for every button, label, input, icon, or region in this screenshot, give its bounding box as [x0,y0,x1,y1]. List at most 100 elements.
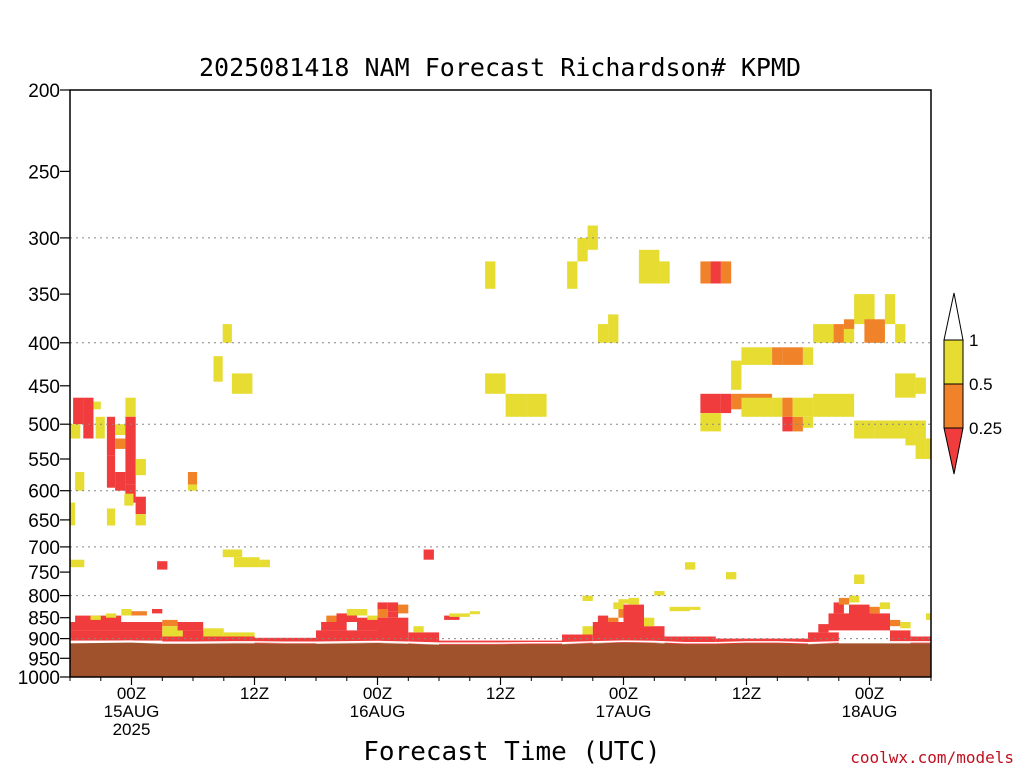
ri-cell [321,622,347,631]
ri-cell [73,397,84,425]
ri-cell [93,401,101,410]
x-tick-label: 17AUG [596,702,652,721]
ri-cell [608,314,619,343]
ri-cell [638,249,660,284]
ri-cell [884,294,896,325]
cells-layer [70,225,931,645]
ri-cell [152,609,163,614]
ri-cell [664,636,716,645]
ri-cell [726,572,737,580]
ri-cell [644,617,655,627]
ri-cell [449,613,470,617]
ri-cell [710,261,721,284]
ri-cell [75,472,85,491]
ri-cell [849,595,860,603]
ri-cell [485,261,496,289]
ri-cell [106,472,116,488]
ri-cell [83,397,94,439]
ri-cell [567,261,578,289]
x-tick-label: 12Z [486,684,515,703]
ri-cell [357,630,378,643]
y-tick-label: 400 [28,334,60,355]
ri-cell [505,393,527,417]
y-tick-label: 950 [28,649,60,670]
x-tick-label: 2025 [113,720,151,739]
ri-cell [162,636,255,643]
ri-cell [377,609,388,618]
ri-cell [162,619,178,627]
colorbar-over-triangle [943,292,964,341]
ri-cell [782,397,793,417]
ri-cell [802,416,814,428]
ri-cell [115,438,126,449]
ri-cell [772,347,783,365]
ri-cell [720,393,732,414]
ri-cell [864,319,885,343]
ri-cell [157,561,168,570]
ri-cell [731,360,742,390]
gridlines [70,237,931,678]
ri-cell [222,324,232,343]
ri-cell [915,420,926,459]
ri-cell [833,602,844,614]
ri-cell [838,597,850,605]
ri-cell [106,508,116,526]
y-tick-label: 550 [28,450,60,471]
x-tick-label: 00Z [117,684,146,703]
ri-cell [813,324,834,343]
ri-cell [70,424,81,439]
ri-cell [597,615,609,622]
ri-cell [357,617,378,631]
ri-cell [106,455,116,472]
ri-cell [124,493,134,506]
ri-cell [582,595,593,601]
y-tick-label: 300 [28,229,60,250]
ri-cell [628,597,639,605]
ri-cell [70,502,76,526]
ri-cell [854,294,875,325]
chart-title: 2025081418 NAM Forecast Richardson# KPMD [199,53,801,82]
colorbar-bin [943,339,964,385]
credit-label: coolwx.com/models [850,748,1014,767]
x-tick-label: 18AUG [842,702,898,721]
x-tick-label: 00Z [855,684,884,703]
ri-cell [915,377,926,394]
ri-cell [659,261,670,284]
ri-cell [70,622,163,631]
x-tick-label: 12Z [732,684,761,703]
x-tick-label: 00Z [363,684,392,703]
ri-cell [562,634,593,644]
ri-cell [772,397,783,417]
ri-cell [231,373,253,394]
ri-cell [125,484,136,503]
ri-cell [925,438,931,459]
ground-terrain [70,642,931,677]
ri-cell [423,549,434,560]
y-tick-label: 350 [28,285,60,306]
ri-cell [316,630,357,643]
ri-cell [618,599,629,604]
ri-cell [782,347,803,365]
ri-cell [387,611,399,618]
ri-cell [259,559,270,568]
ri-cell [608,617,619,622]
ri-cell [408,632,440,644]
colorbar-label: 1 [969,331,978,350]
ri-cell [115,472,126,491]
ri-cell [115,424,126,435]
y-tick-label: 600 [28,482,60,503]
ri-cell [177,622,204,631]
ri-cell [623,604,644,643]
ri-cell [485,373,506,394]
ri-cell [70,559,85,568]
ri-cell [869,606,880,614]
ri-cell [213,356,223,382]
y-tick-label: 500 [28,415,60,436]
ri-cell [813,393,855,417]
colorbar-bin [943,383,964,429]
ri-cell [879,602,891,610]
ri-cell [367,615,378,620]
ri-cell [654,591,665,596]
